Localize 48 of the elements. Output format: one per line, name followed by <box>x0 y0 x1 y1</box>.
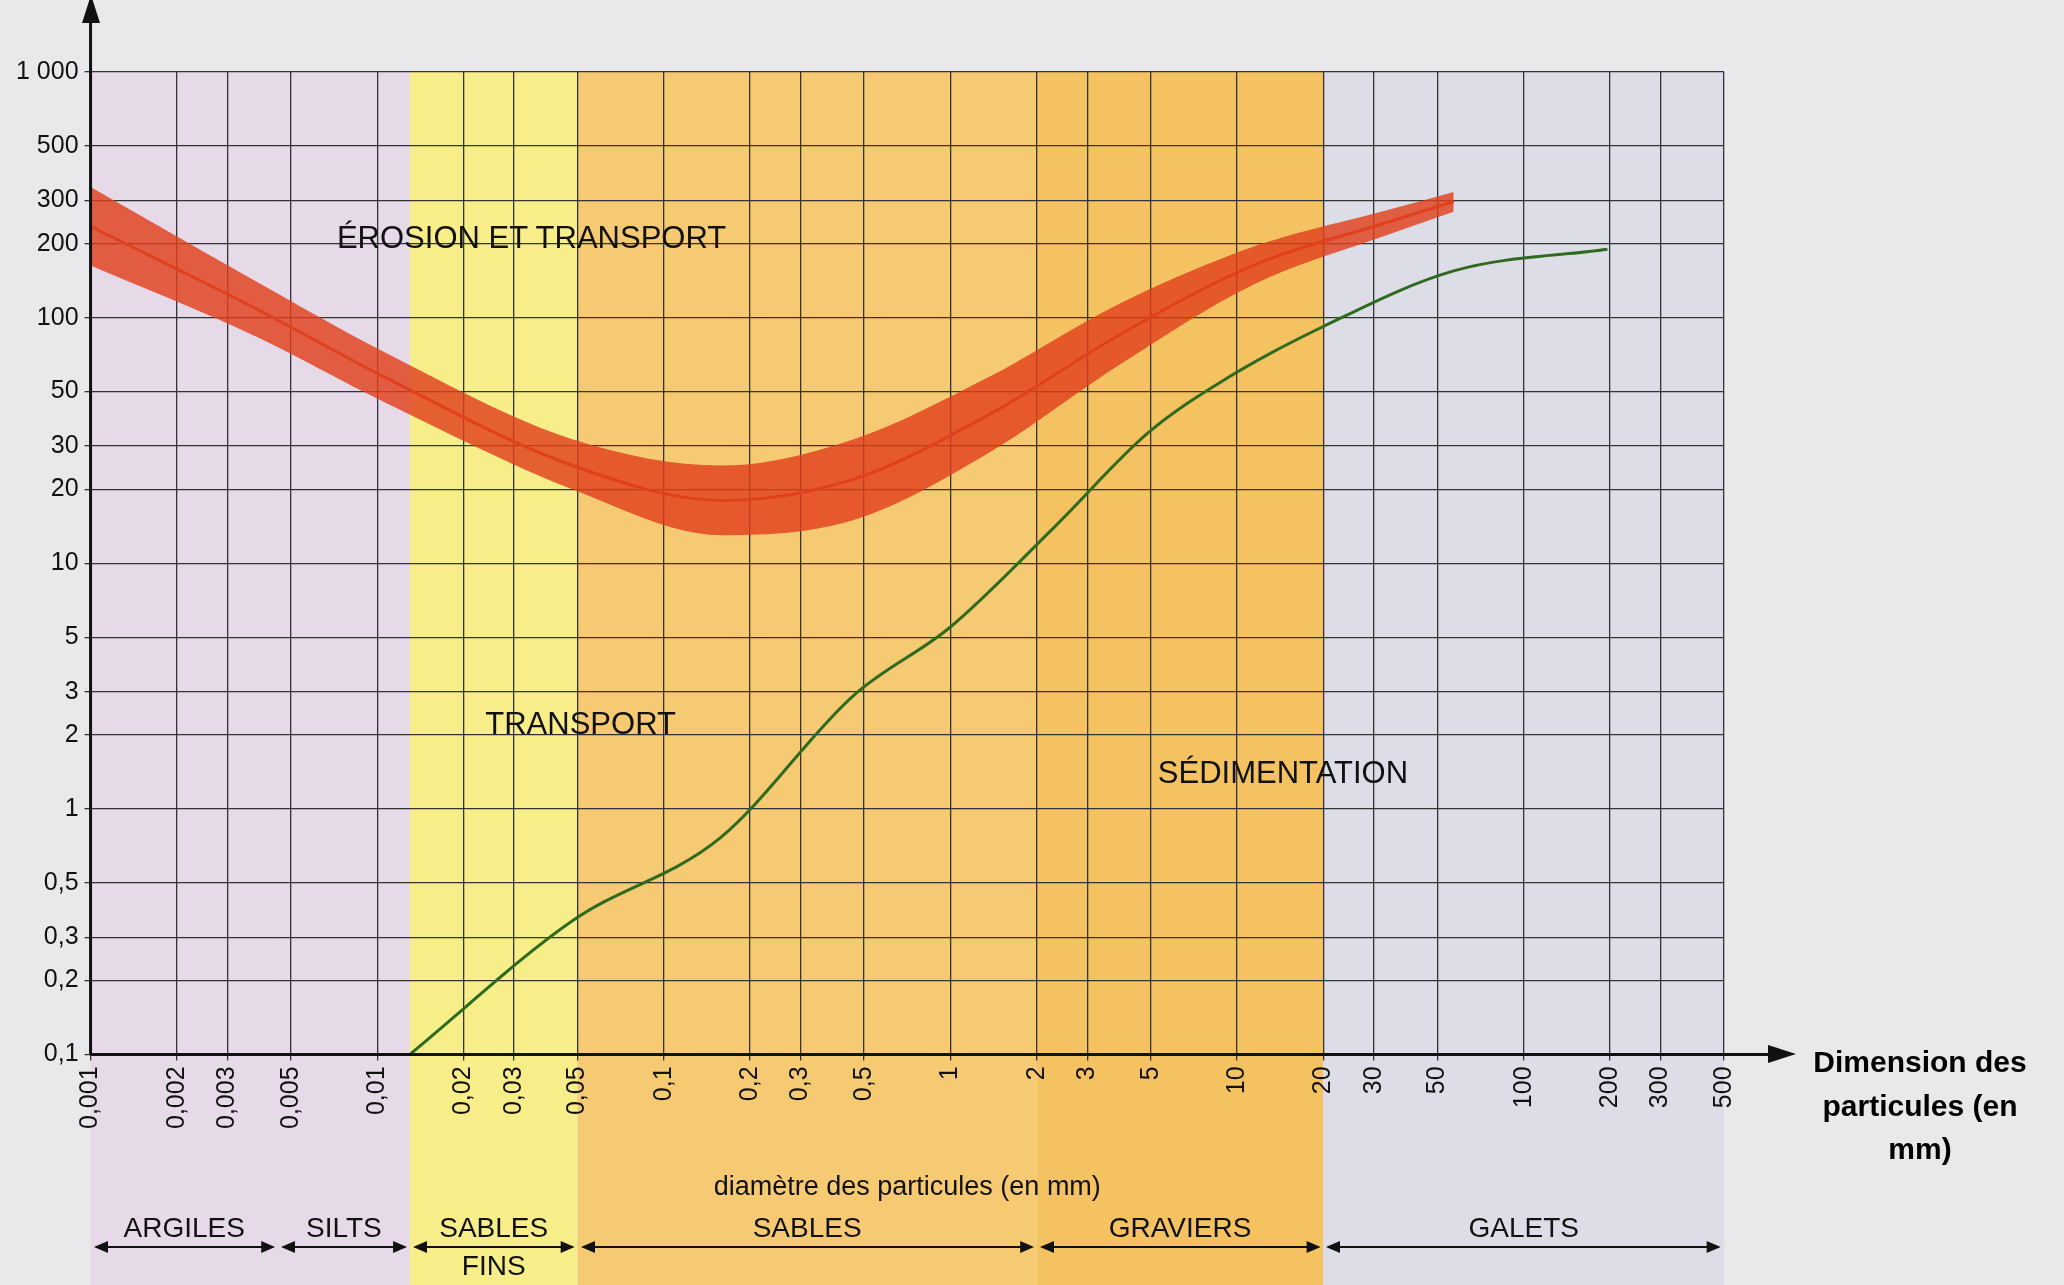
band-label: SABLES FINS <box>439 1211 549 1281</box>
y-tick-label: 1 000 <box>16 55 79 84</box>
band-label: SILTS <box>305 1211 382 1243</box>
x-tick-label: 0,5 <box>848 1066 877 1102</box>
y-tick-label: 50 <box>50 375 79 404</box>
x-tick-label: 0,05 <box>561 1066 590 1116</box>
x-tick-label: 0,003 <box>211 1066 240 1129</box>
y-tick-label: 10 <box>50 547 79 576</box>
y-tick-label: 5 <box>64 621 79 650</box>
y-tick-label: 20 <box>50 473 79 502</box>
x-tick-label: 0,001 <box>74 1066 103 1129</box>
x-tick-label: 30 <box>1357 1066 1386 1095</box>
x-tick-label: 0,03 <box>497 1066 526 1116</box>
y-tick-label: 500 <box>36 129 79 158</box>
x-tick-label: 3 <box>1071 1066 1100 1081</box>
x-tick-label: 0,002 <box>160 1066 189 1129</box>
x-tick-label: 2 <box>1020 1066 1049 1081</box>
x-tick-label: 0,1 <box>647 1066 676 1102</box>
x-tick-label: 0,3 <box>784 1066 813 1102</box>
x-tick-label: 1 <box>934 1066 963 1081</box>
y-tick-label: 2 <box>64 718 79 747</box>
y-tick-label: 300 <box>36 184 79 213</box>
x-tick-label: 500 <box>1707 1066 1736 1109</box>
x-tick-label: 0,2 <box>733 1066 762 1102</box>
x-tick-label: 200 <box>1593 1066 1622 1109</box>
y-tick-label: 30 <box>50 429 79 458</box>
band-label: GRAVIERS <box>1108 1211 1252 1243</box>
x-tick-label: 100 <box>1507 1066 1536 1109</box>
y-tick-label: 100 <box>36 301 79 330</box>
x-axis-title: diamètre des particules (en mm) <box>713 1171 1101 1202</box>
x-tick-label: 50 <box>1421 1066 1450 1095</box>
x-tick-label: 10 <box>1220 1066 1249 1095</box>
y-tick-label: 1 <box>64 792 79 821</box>
band-label: GALETS <box>1468 1211 1579 1243</box>
y-tick-label: 0,2 <box>43 964 79 993</box>
y-tick-label: 200 <box>36 227 79 256</box>
x-tick-label: 0,02 <box>447 1066 476 1116</box>
text: Dimension des particules (en mm) <box>1812 1044 2028 1167</box>
x-tick-label: 0,005 <box>274 1066 303 1129</box>
x-tick-label: 0,01 <box>361 1066 390 1116</box>
x-tick-label: 20 <box>1307 1066 1336 1095</box>
y-tick-label: 3 <box>64 675 79 704</box>
y-tick-label: 0,5 <box>43 866 79 895</box>
band-label: SABLES <box>752 1211 862 1243</box>
x-tick-label: 300 <box>1644 1066 1673 1109</box>
band-label: ARGILES <box>123 1211 245 1243</box>
x-tick-label: 5 <box>1134 1066 1163 1081</box>
y-tick-label: 0,3 <box>43 921 79 950</box>
